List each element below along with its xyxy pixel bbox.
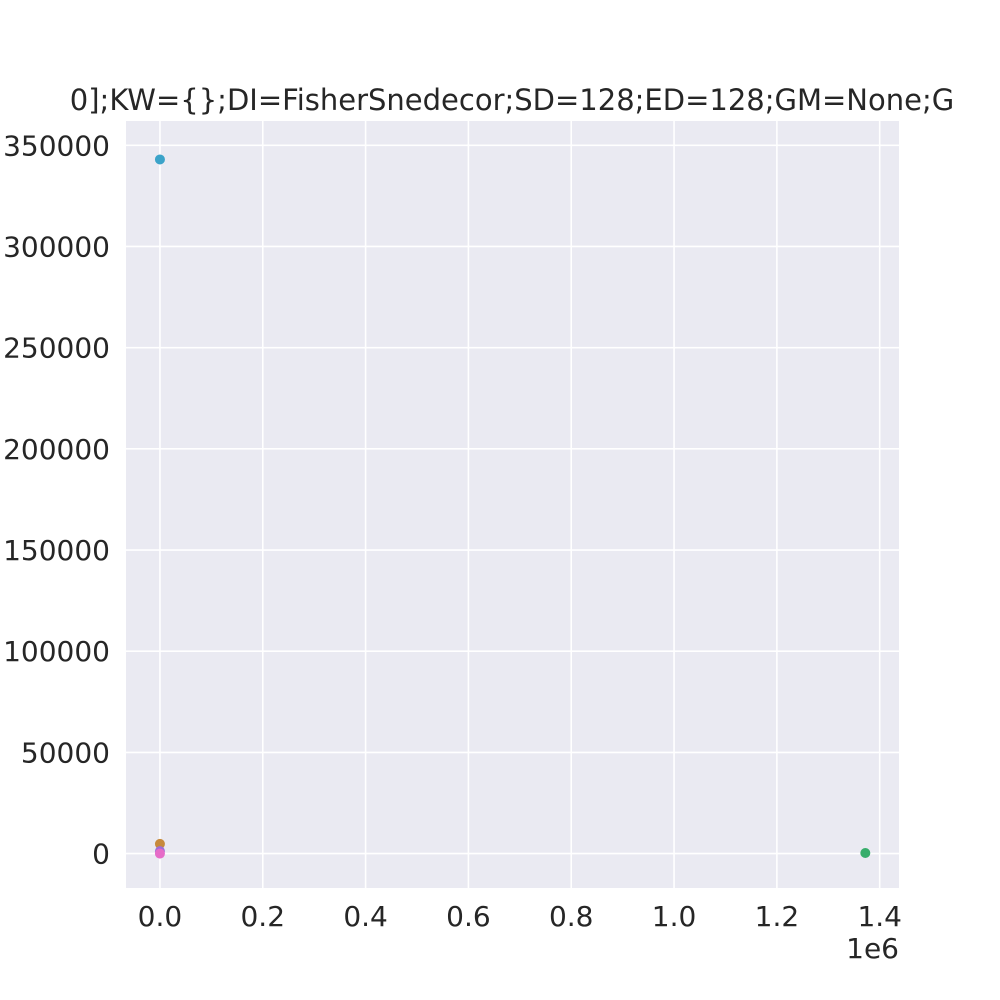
x-tick-label: 0.8: [549, 900, 594, 933]
x-tick-label: 0.6: [446, 900, 491, 933]
data-point-series-1: [154, 154, 165, 165]
y-tick-label: 250000: [3, 332, 110, 365]
y-axis-tick-labels: 0 50000 100000 150000 200000 250000 300000 3500…: [3, 129, 110, 870]
x-tick-label: 0.4: [343, 900, 388, 933]
x-tick-label: 1.0: [652, 900, 697, 933]
y-tick-label: 300000: [3, 230, 110, 263]
x-tick-label: 1.4: [857, 900, 902, 933]
x-axis-offset-label: 1e6: [846, 932, 899, 965]
x-tick-label: 1.2: [755, 900, 800, 933]
data-point-series-5: [154, 848, 165, 859]
data-point-series-2: [154, 838, 165, 849]
x-tick-label: 0.2: [240, 900, 285, 933]
x-tick-label: 0.0: [138, 900, 183, 933]
plot-area: [126, 121, 899, 888]
y-tick-label: 0: [92, 838, 110, 871]
y-tick-label: 150000: [3, 534, 110, 567]
data-point-series-3: [860, 847, 871, 858]
y-tick-label: 200000: [3, 433, 110, 466]
data-points: [154, 154, 871, 859]
y-tick-label: 100000: [3, 635, 110, 668]
y-tick-label: 350000: [3, 129, 110, 162]
chart-title: 0];KW={};DI=FisherSnedecor;SD=128;ED=128…: [70, 83, 954, 117]
grid-lines: [126, 121, 899, 888]
y-tick-label: 50000: [21, 736, 110, 769]
x-axis-tick-labels: 0.0 0.2 0.4 0.6 0.8 1.0 1.2 1.4: [138, 900, 902, 933]
